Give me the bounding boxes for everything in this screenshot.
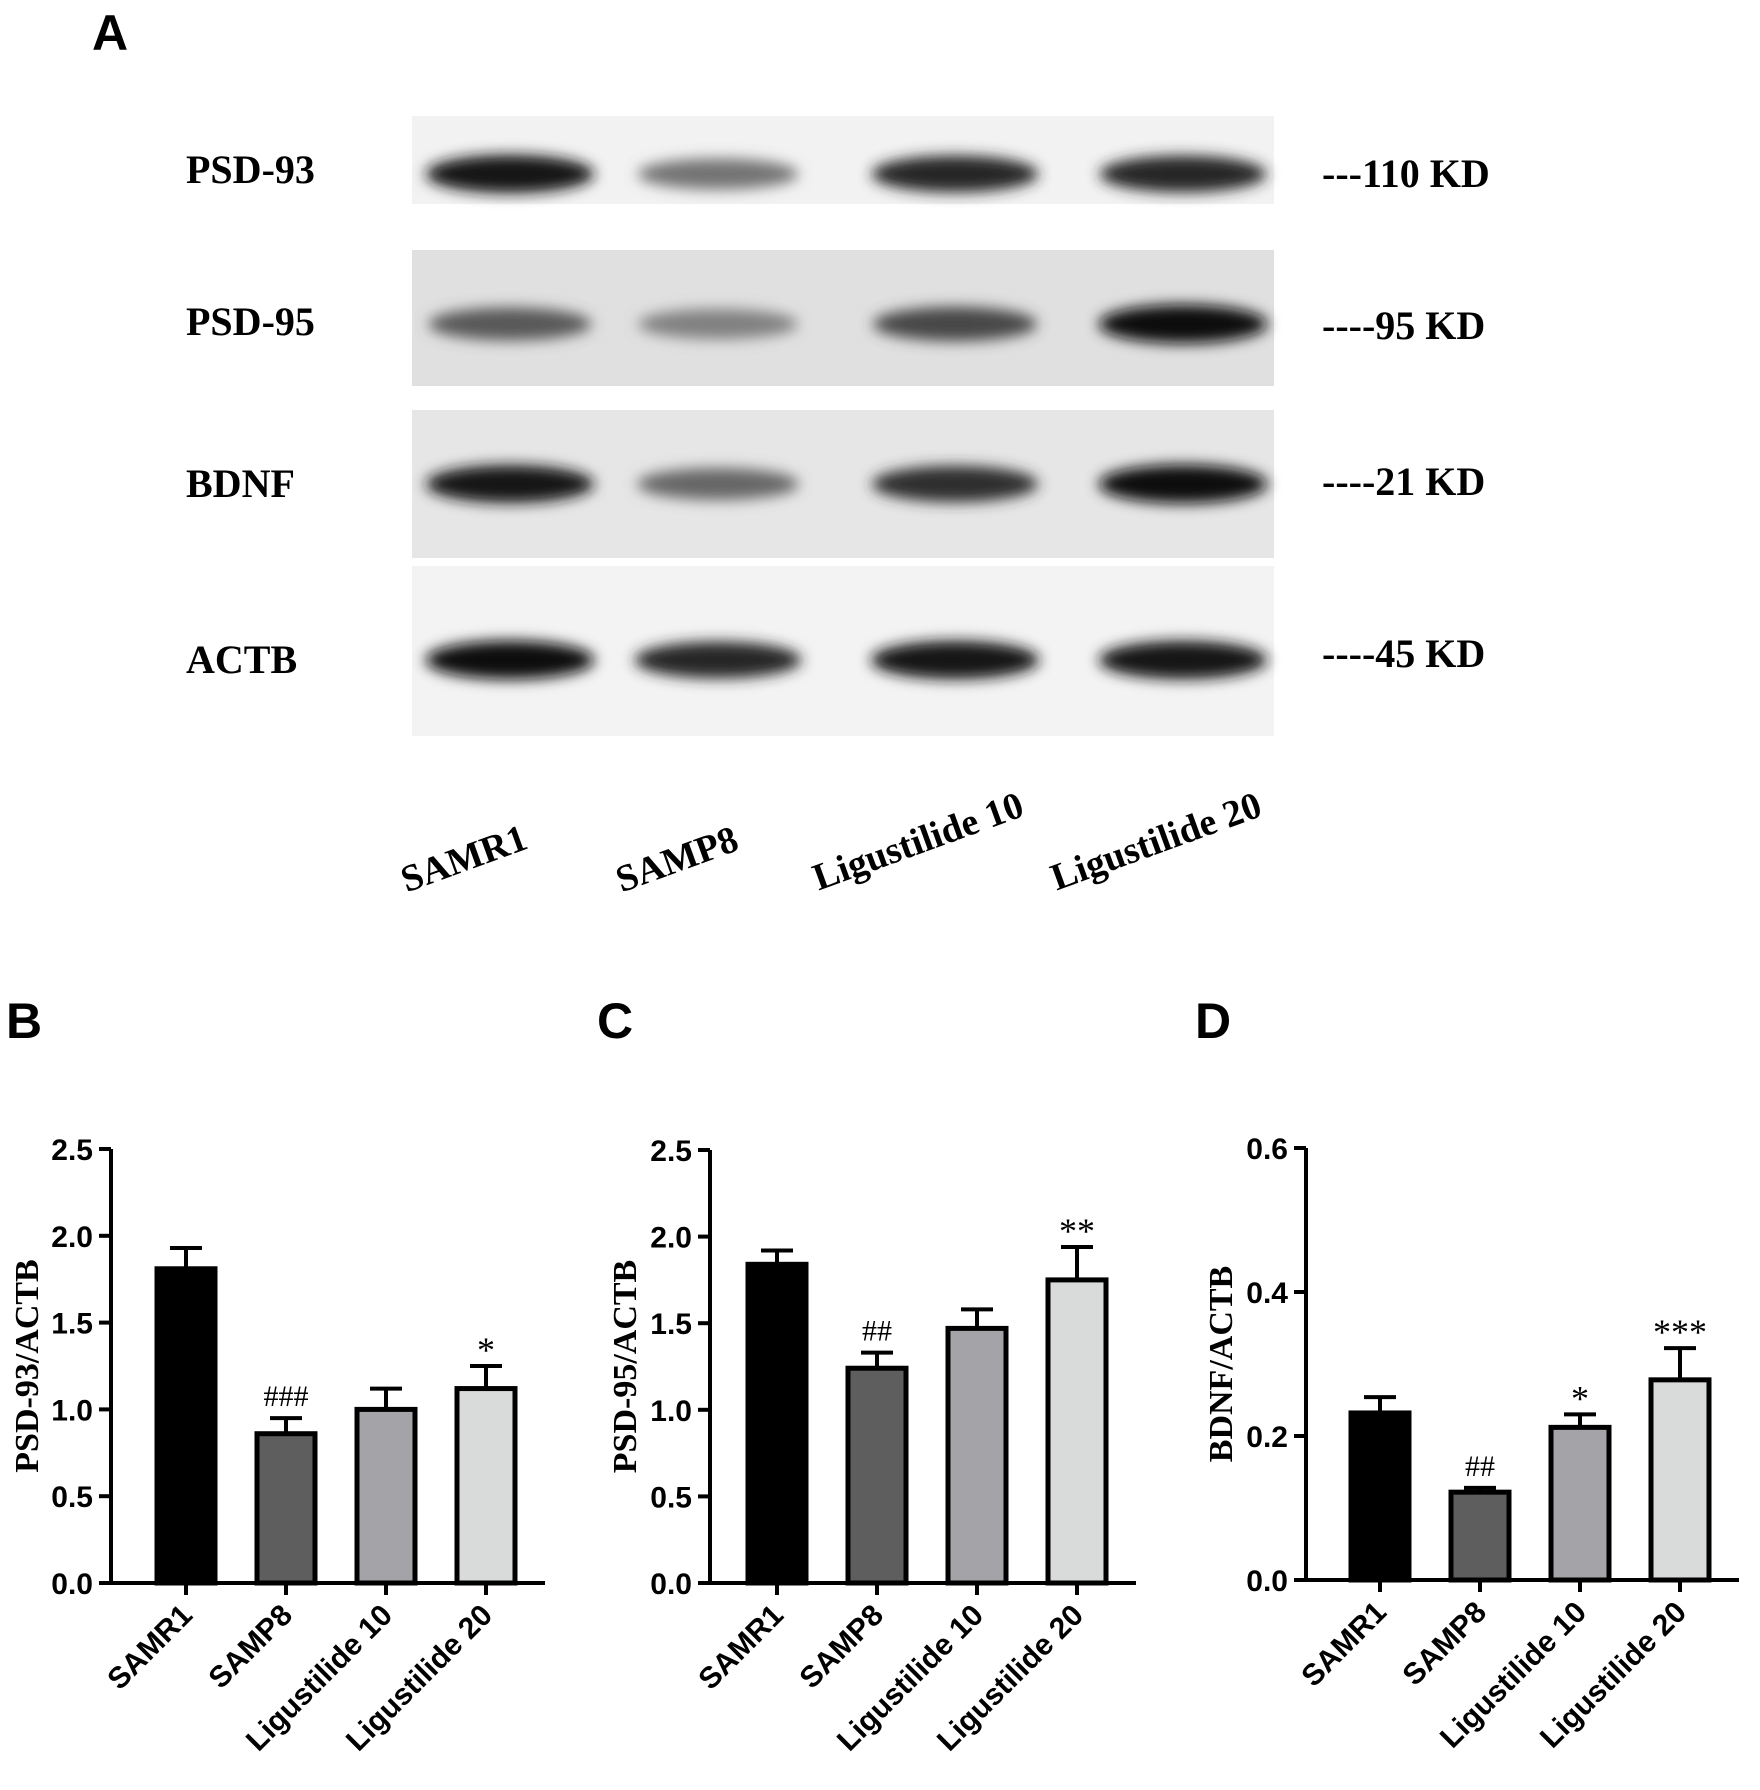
- blot-size-bdnf: ----21 KD: [1322, 459, 1486, 504]
- significance-label: ***: [1653, 1312, 1707, 1352]
- blot-band: [428, 307, 592, 341]
- y-tick-label: 0.2: [1246, 1421, 1288, 1454]
- blot-label-psd93: PSD-93: [186, 147, 315, 192]
- blot-band: [1099, 155, 1267, 193]
- significance-label: **: [1059, 1211, 1095, 1251]
- bar-ligustilide-20: [1648, 1377, 1712, 1583]
- blot-label-bdnf: BDNF: [186, 461, 295, 506]
- bar-ligustilide-20: [1045, 1277, 1109, 1586]
- significance-label: ###: [264, 1380, 309, 1413]
- x-tick-label: SAMP8: [1397, 1596, 1493, 1692]
- panel-c-letter: C: [597, 993, 634, 1049]
- blot-band: [1098, 304, 1268, 344]
- blot-band: [871, 155, 1039, 193]
- blot-band: [872, 306, 1038, 342]
- y-tick-label: 0.0: [1246, 1565, 1288, 1598]
- bar-samr1: [154, 1266, 218, 1586]
- y-tick-label: 1.0: [51, 1394, 93, 1427]
- y-axis-label: PSD-93/ACTB: [9, 1259, 46, 1472]
- x-tick-label: SAMP8: [203, 1599, 299, 1695]
- bar-samp8: [254, 1431, 318, 1586]
- blot-size-psd95: ----95 KD: [1322, 303, 1486, 348]
- bar-samp8: [845, 1365, 909, 1586]
- y-axis-label: PSD-95/ACTB: [607, 1260, 644, 1473]
- y-tick-label: 0.4: [1246, 1277, 1288, 1310]
- bar-ligustilide-10: [1548, 1424, 1612, 1583]
- blot-band: [1098, 464, 1268, 504]
- significance-label: *: [477, 1330, 495, 1370]
- western-blot-image: [412, 116, 1274, 736]
- blot-size-actb: ----45 KD: [1322, 631, 1486, 676]
- blot-band: [634, 641, 802, 679]
- blot-band: [638, 309, 798, 339]
- chart-panel-c: 0.0 0.5 1.0 1.5 2.0 2.5 PSD-95/ACTB SAMR1 ## SAMP…: [607, 1135, 1136, 1758]
- bar-ligustilide-20: [454, 1386, 518, 1586]
- significance-label: ##: [1465, 1450, 1495, 1483]
- blot-band: [637, 158, 799, 190]
- bar-samp8: [1448, 1489, 1512, 1583]
- y-tick-label: 1.5: [51, 1308, 93, 1341]
- blot-band: [425, 640, 595, 680]
- panel-b-letter: B: [6, 993, 43, 1049]
- significance-label: *: [1571, 1378, 1589, 1418]
- blot-band: [425, 154, 595, 194]
- bar-samr1: [745, 1261, 809, 1586]
- blot-size-psd93: ---110 KD: [1322, 151, 1490, 196]
- chart-panel-b: 0.0 0.5 1.0 1.5 2.0 2.5 PSD-93/ACTB SAMR1 ### SAM…: [9, 1134, 545, 1758]
- blot-label-psd95: PSD-95: [186, 299, 315, 344]
- blot-label-actb: ACTB: [186, 637, 298, 682]
- significance-label: ##: [862, 1315, 892, 1348]
- x-tick-label: SAMR1: [692, 1599, 790, 1697]
- y-tick-label: 2.5: [650, 1135, 692, 1168]
- bar-samr1: [1348, 1410, 1412, 1583]
- chart-panel-d: 0.00.20.40.6BDNF/ACTBSAMR1##SAMP8*Ligust…: [1203, 1133, 1739, 1755]
- bar-ligustilide-10: [354, 1406, 418, 1586]
- y-tick-label: 1.0: [650, 1395, 692, 1428]
- y-tick-label: 2.0: [650, 1222, 692, 1255]
- y-tick-label: 0.6: [1246, 1133, 1288, 1166]
- y-tick-label: 2.0: [51, 1221, 93, 1254]
- x-tick-label: SAMP8: [794, 1599, 890, 1695]
- y-tick-label: 1.5: [650, 1308, 692, 1341]
- y-tick-label: 0.5: [650, 1481, 692, 1514]
- bar-ligustilide-10: [945, 1325, 1009, 1586]
- x-tick-label: SAMR1: [101, 1599, 199, 1697]
- panel-a-letter: A: [92, 5, 129, 61]
- blot-band: [1098, 640, 1268, 680]
- y-axis-label: BDNF/ACTB: [1203, 1266, 1240, 1462]
- blot-band: [871, 465, 1039, 503]
- blot-band: [426, 465, 594, 503]
- blot-band: [637, 468, 799, 500]
- y-tick-label: 0.0: [650, 1568, 692, 1601]
- y-tick-label: 2.5: [51, 1134, 93, 1167]
- blot-band: [870, 640, 1040, 680]
- y-tick-label: 0.0: [51, 1568, 93, 1601]
- panel-d-letter: D: [1195, 993, 1232, 1049]
- x-tick-label: SAMR1: [1295, 1596, 1393, 1694]
- y-tick-label: 0.5: [51, 1481, 93, 1514]
